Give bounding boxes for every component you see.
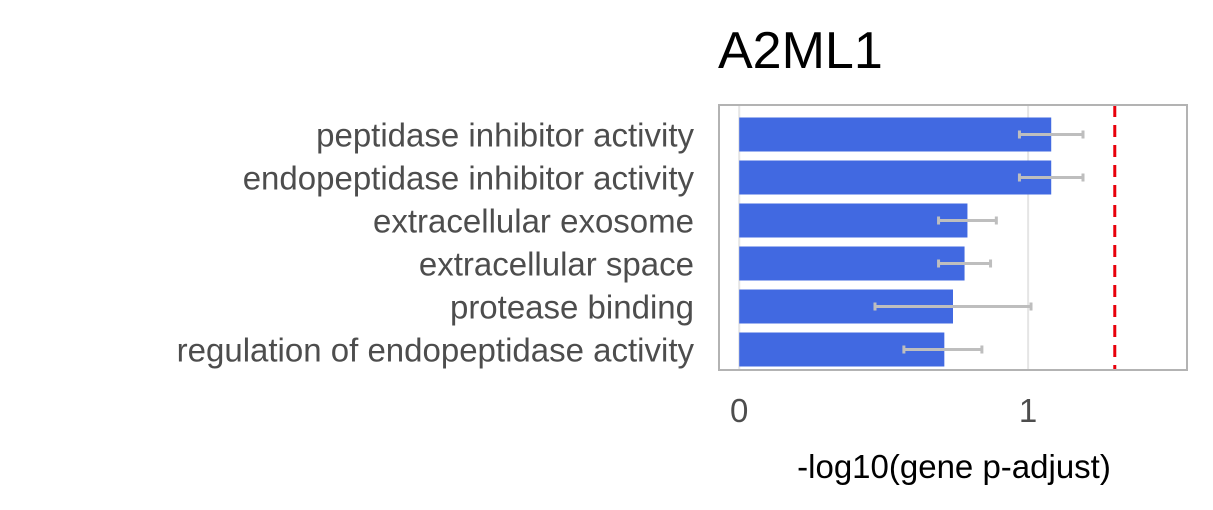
x-tick-label-0: 0 <box>730 392 748 429</box>
category-label-5: regulation of endopeptidase activity <box>177 332 695 369</box>
chart-title: A2ML1 <box>718 22 883 80</box>
bar-0 <box>739 117 1052 152</box>
category-label-1: endopeptidase inhibitor activity <box>243 160 695 197</box>
category-label-2: extracellular exosome <box>373 203 694 240</box>
category-label-4: protease binding <box>450 289 694 326</box>
category-label-0: peptidase inhibitor activity <box>316 117 694 154</box>
bar-3 <box>739 246 965 281</box>
x-tick-label-1: 1 <box>1019 392 1037 429</box>
x-axis-title: -log10(gene p-adjust) <box>797 448 1111 485</box>
plot-frame <box>718 104 1188 371</box>
plot-area: peptidase inhibitor activity endopeptidas… <box>177 104 1188 429</box>
category-label-3: extracellular space <box>419 246 694 283</box>
bar-1 <box>739 160 1052 195</box>
bar-2 <box>739 203 968 238</box>
